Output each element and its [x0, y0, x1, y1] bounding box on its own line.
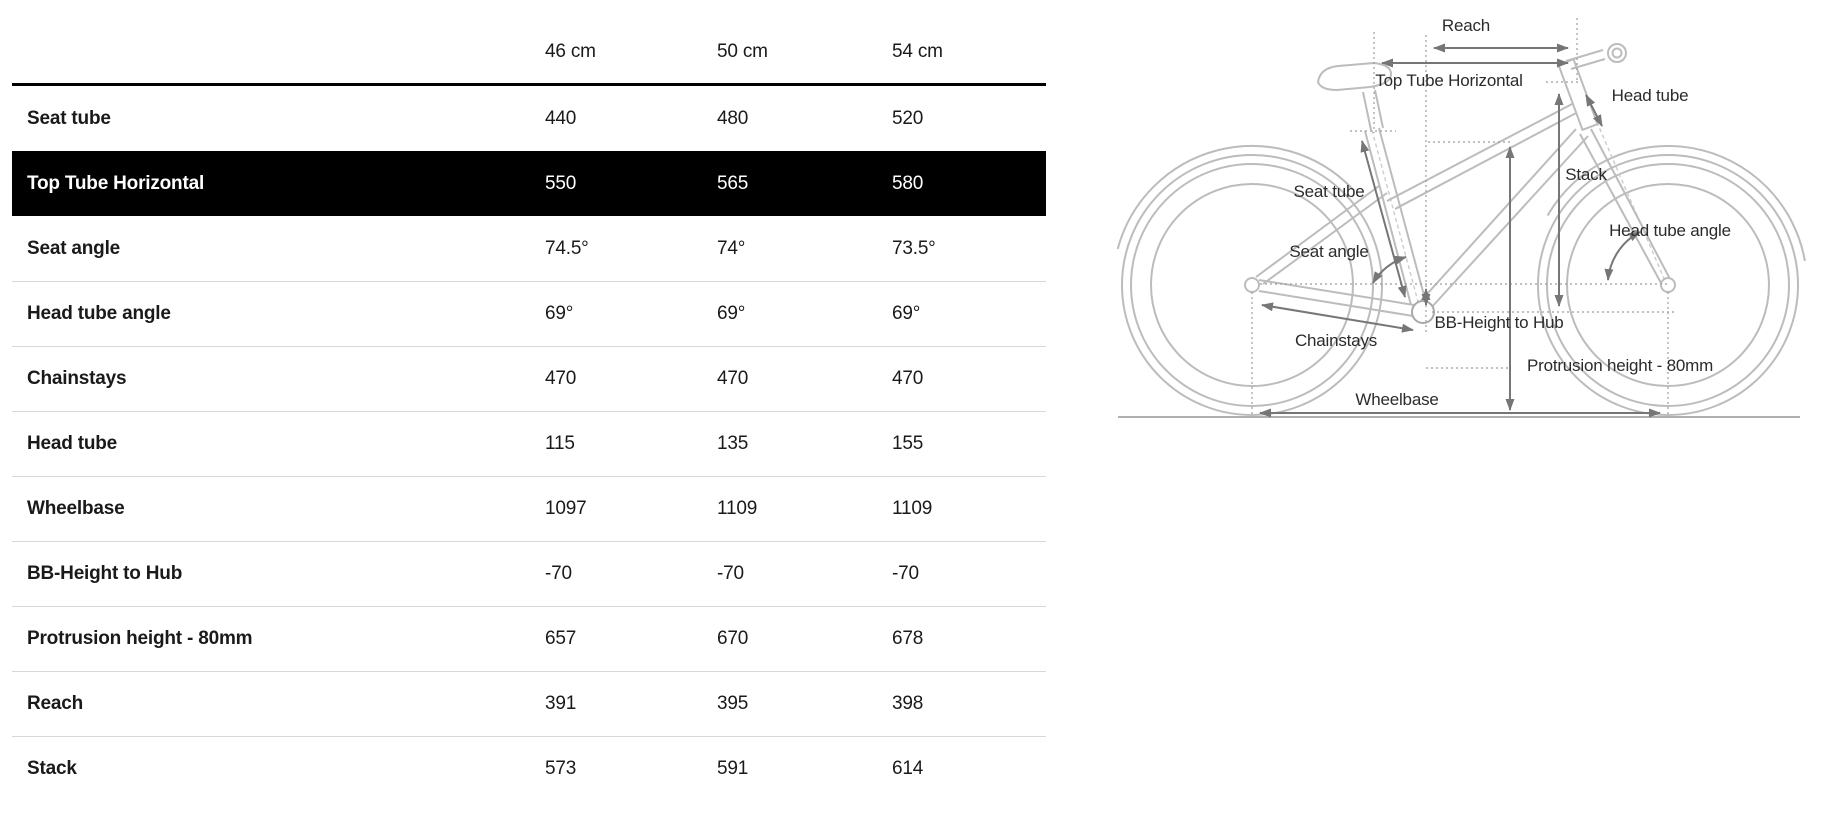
row-label: Seat angle: [27, 237, 121, 259]
table-row-seat-tube[interactable]: Seat tube 440 480 520: [12, 86, 1046, 151]
seat-angle-arc: [1372, 255, 1407, 284]
row-value-54: 470: [892, 368, 924, 389]
row-value-54: 520: [892, 107, 924, 129]
table-row-seat-angle[interactable]: Seat angle 74.5° 74° 73.5°: [12, 216, 1046, 281]
diagram-label-top-tube-horizontal: Top Tube Horizontal: [1375, 71, 1523, 90]
row-value-54: 1109: [892, 498, 933, 519]
row-value-54: -70: [892, 563, 919, 584]
diagram-label-bb-height-to-hub: BB-Height to Hub: [1434, 313, 1564, 332]
row-value-46: -70: [545, 563, 572, 584]
row-value-46: 573: [545, 758, 577, 779]
table-row-bb-height-to-hub[interactable]: BB-Height to Hub -70 -70 -70: [12, 541, 1046, 606]
row-value-50: 565: [717, 172, 749, 194]
row-value-50: 69°: [717, 303, 746, 324]
row-value-50: 480: [717, 107, 749, 129]
row-value-54: 73.5°: [892, 237, 936, 259]
geometry-table: 46 cm 50 cm 54 cm Seat tube 440 480 520 …: [12, 20, 1046, 801]
table-header-size-50: 50 cm: [717, 40, 768, 62]
row-value-50: 670: [717, 628, 749, 649]
chainstays-arrow: [1261, 302, 1414, 333]
head-tube-arrow: [1585, 94, 1603, 127]
row-value-54: 678: [892, 628, 924, 649]
row-value-50: 591: [717, 758, 749, 779]
row-label: Seat tube: [27, 107, 111, 129]
diagram-label-seat-angle: Seat angle: [1289, 242, 1369, 261]
row-value-54: 69°: [892, 303, 921, 324]
table-row-reach[interactable]: Reach 391 395 398: [12, 671, 1046, 736]
row-value-50: 74°: [717, 237, 746, 259]
row-label: Reach: [27, 693, 84, 714]
row-value-54: 398: [892, 693, 924, 714]
row-value-54: 580: [892, 172, 924, 194]
row-value-50: -70: [717, 563, 744, 584]
table-row-chainstays[interactable]: Chainstays 470 470 470: [12, 346, 1046, 411]
row-value-54: 155: [892, 433, 924, 454]
row-value-46: 470: [545, 368, 577, 389]
diagram-label-head-tube-angle: Head tube angle: [1609, 221, 1731, 240]
row-label: Head tube: [27, 433, 118, 454]
row-label: Stack: [27, 758, 77, 779]
table-row-head-tube[interactable]: Head tube 115 135 155: [12, 411, 1046, 476]
table-header-size-46: 46 cm: [545, 40, 596, 62]
row-value-50: 135: [717, 433, 749, 454]
row-value-46: 550: [545, 172, 577, 194]
diagram-label-seat-tube: Seat tube: [1293, 182, 1365, 201]
diagram-label-reach: Reach: [1441, 16, 1491, 35]
diagram-label-wheelbase: Wheelbase: [1355, 390, 1439, 409]
diagram-label-head-tube: Head tube: [1611, 86, 1689, 105]
diagram-label-chainstays: Chainstays: [1294, 331, 1378, 350]
row-label: Protrusion height - 80mm: [27, 628, 253, 649]
row-value-50: 1109: [717, 498, 758, 519]
row-value-46: 115: [545, 433, 575, 454]
row-value-46: 69°: [545, 303, 574, 324]
table-row-top-tube-horizontal[interactable]: Top Tube Horizontal 550 565 580: [12, 151, 1046, 216]
diagram-label-protrusion-height: Protrusion height - 80mm: [1526, 356, 1714, 375]
row-value-50: 395: [717, 693, 749, 714]
row-value-46: 391: [545, 693, 577, 714]
table-header-size-54: 54 cm: [892, 40, 943, 62]
row-value-46: 440: [545, 107, 577, 129]
table-row-head-tube-angle[interactable]: Head tube angle 69° 69° 69°: [12, 281, 1046, 346]
seat-tube-arrow: [1360, 140, 1407, 298]
row-value-50: 470: [717, 368, 749, 389]
row-value-46: 74.5°: [545, 237, 589, 259]
row-value-46: 1097: [545, 498, 587, 519]
row-label: Top Tube Horizontal: [27, 172, 205, 194]
diagram-label-stack: Stack: [1565, 165, 1607, 184]
row-value-46: 657: [545, 628, 577, 649]
table-header-row: 46 cm 50 cm 54 cm: [12, 20, 1046, 86]
row-label: Chainstays: [27, 368, 127, 389]
table-row-protrusion-height[interactable]: Protrusion height - 80mm 657 670 678: [12, 606, 1046, 671]
row-label: Head tube angle: [27, 303, 171, 324]
row-value-54: 614: [892, 758, 924, 779]
table-row-stack[interactable]: Stack 573 591 614: [12, 736, 1046, 801]
row-label: BB-Height to Hub: [27, 563, 183, 584]
table-row-wheelbase[interactable]: Wheelbase 1097 1109 1109: [12, 476, 1046, 541]
row-label: Wheelbase: [27, 498, 125, 519]
